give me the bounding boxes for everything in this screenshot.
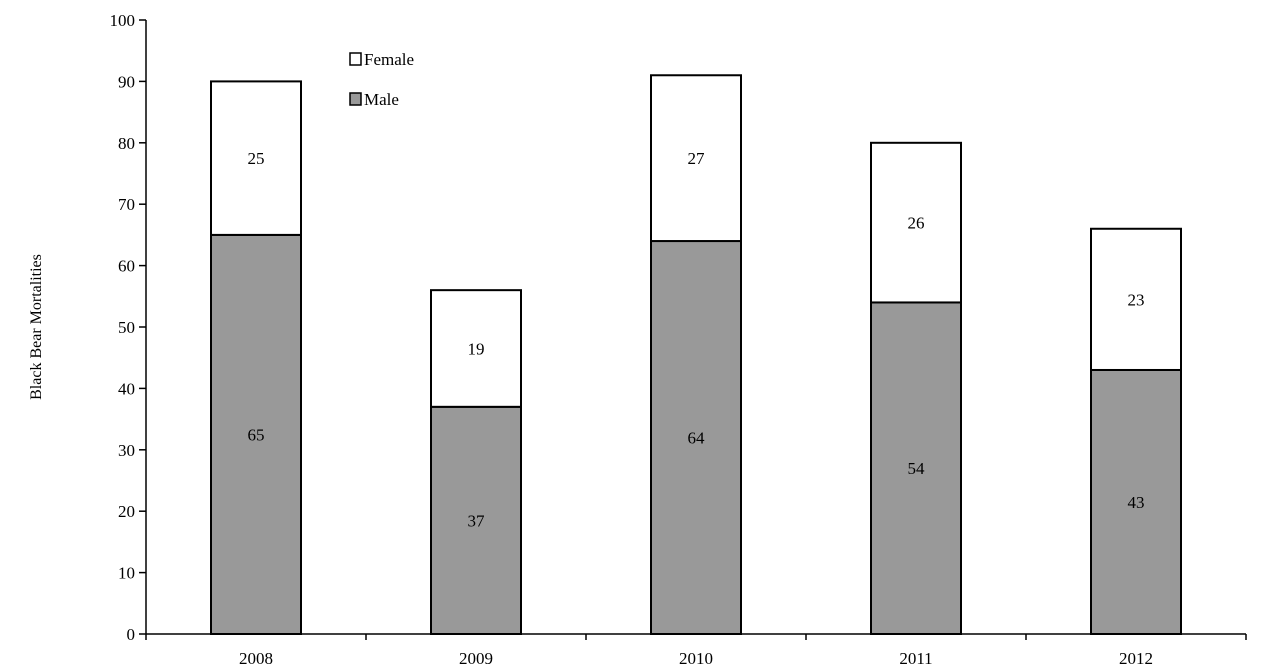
y-tick-label: 70 [118, 195, 135, 214]
y-axis: 0 10 20 30 40 50 60 70 80 90 100 [110, 11, 147, 644]
y-tick-label: 40 [118, 379, 135, 398]
legend-swatch-male [349, 92, 362, 106]
y-tick-label: 10 [118, 564, 135, 583]
bar-male-2009 [430, 405, 522, 635]
bar-female-2009 [430, 289, 522, 408]
bar-male-2011 [870, 301, 962, 635]
y-tick-label: 20 [118, 502, 135, 521]
data-label-male-2011: 54 [908, 459, 926, 478]
legend-swatch-female [349, 52, 362, 66]
x-tick-label: 2008 [239, 649, 273, 668]
y-tick-label: 100 [110, 11, 136, 30]
data-label-male-2010: 64 [688, 429, 706, 448]
legend-label-female: Female [364, 50, 414, 69]
data-label-female-2010: 27 [688, 149, 706, 168]
y-axis-title: Black Bear Mortalities [28, 254, 45, 400]
bars: 65 25 37 19 64 27 54 26 43 23 [210, 74, 1182, 635]
y-tick-label: 90 [118, 72, 135, 91]
bar-male-2010 [650, 240, 742, 635]
data-label-female-2011: 26 [908, 214, 925, 233]
legend: Female Male [349, 50, 414, 109]
data-label-male-2012: 43 [1128, 493, 1145, 512]
data-label-female-2009: 19 [468, 339, 485, 358]
bar-female-2011 [870, 141, 962, 304]
y-tick-label: 80 [118, 134, 135, 153]
x-axis: 2008 2009 2010 2011 2012 [145, 633, 1247, 668]
data-label-male-2008: 65 [248, 425, 265, 444]
y-tick-label: 60 [118, 257, 135, 276]
data-label-male-2009: 37 [468, 511, 486, 530]
data-label-female-2012: 23 [1128, 290, 1145, 309]
bar-female-2008 [210, 80, 302, 236]
legend-label-male: Male [364, 90, 399, 109]
y-tick-label: 50 [118, 318, 135, 337]
bar-female-2010 [650, 74, 742, 243]
y-axis-title-group: Black Bear Mortalities [28, 254, 45, 400]
x-tick-label: 2009 [459, 649, 493, 668]
x-tick-label: 2010 [679, 649, 713, 668]
y-tick-label: 30 [118, 441, 135, 460]
x-tick-label: 2012 [1119, 649, 1153, 668]
x-tick-label: 2011 [899, 649, 932, 668]
bar-female-2012 [1090, 227, 1182, 371]
data-label-female-2008: 25 [248, 149, 265, 168]
bar-male-2012 [1090, 368, 1182, 635]
y-tick-label: 0 [127, 625, 136, 644]
